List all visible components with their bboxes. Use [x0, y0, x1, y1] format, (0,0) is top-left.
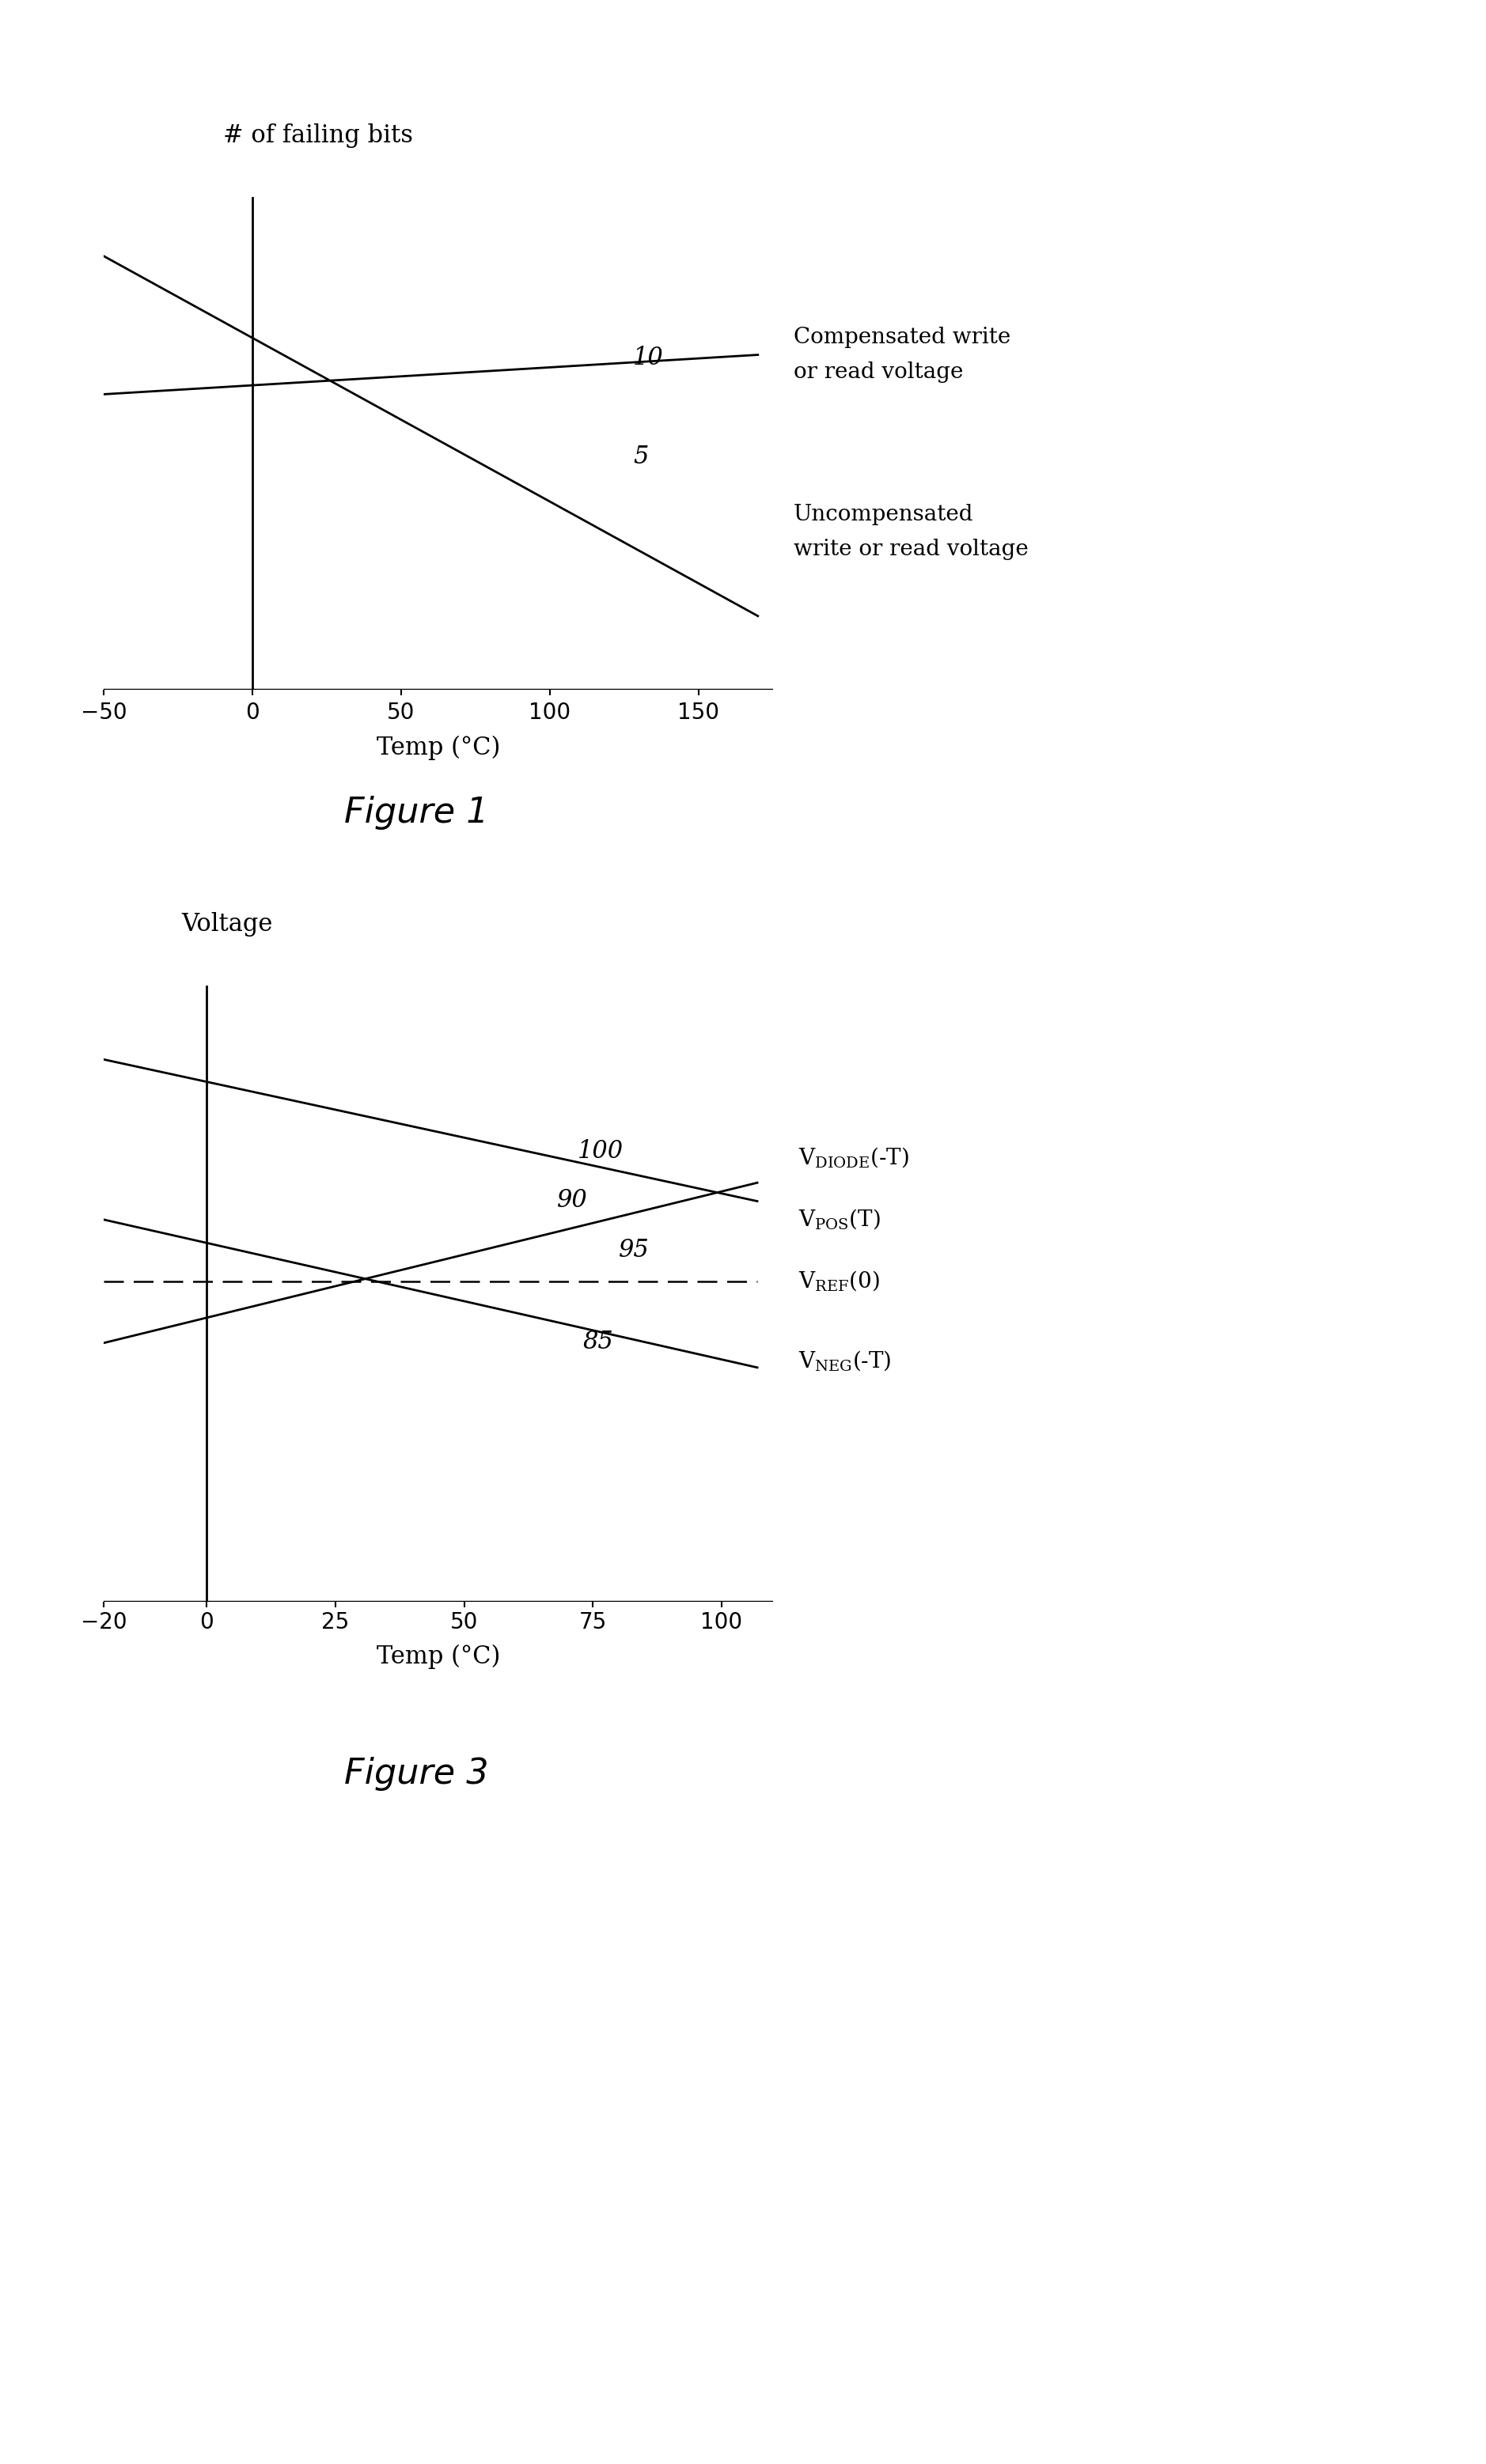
Text: V$_{\mathregular{REF}}$(0): V$_{\mathregular{REF}}$(0)	[798, 1269, 880, 1294]
Text: V$_{\mathregular{POS}}$(T): V$_{\mathregular{POS}}$(T)	[798, 1207, 880, 1232]
Text: Figure 3: Figure 3	[343, 1757, 489, 1791]
X-axis label: Temp (°C): Temp (°C)	[376, 734, 501, 759]
X-axis label: Temp (°C): Temp (°C)	[376, 1643, 501, 1668]
Text: 95: 95	[618, 1237, 649, 1262]
Text: 85: 85	[583, 1331, 614, 1355]
Text: 5: 5	[633, 444, 648, 468]
Text: 10: 10	[633, 345, 664, 370]
Text: Uncompensated
write or read voltage: Uncompensated write or read voltage	[794, 505, 1028, 559]
Text: 90: 90	[557, 1188, 587, 1212]
Text: # of failing bits: # of failing bits	[223, 123, 413, 148]
Text: 100: 100	[577, 1138, 623, 1163]
Text: Compensated write
or read voltage: Compensated write or read voltage	[794, 328, 1010, 382]
Text: Voltage: Voltage	[181, 912, 272, 936]
Text: Figure 1: Figure 1	[343, 796, 489, 830]
Text: V$_{\mathregular{DIODE}}$(-T): V$_{\mathregular{DIODE}}$(-T)	[798, 1146, 909, 1170]
Text: V$_{\mathregular{NEG}}$(-T): V$_{\mathregular{NEG}}$(-T)	[798, 1350, 892, 1372]
